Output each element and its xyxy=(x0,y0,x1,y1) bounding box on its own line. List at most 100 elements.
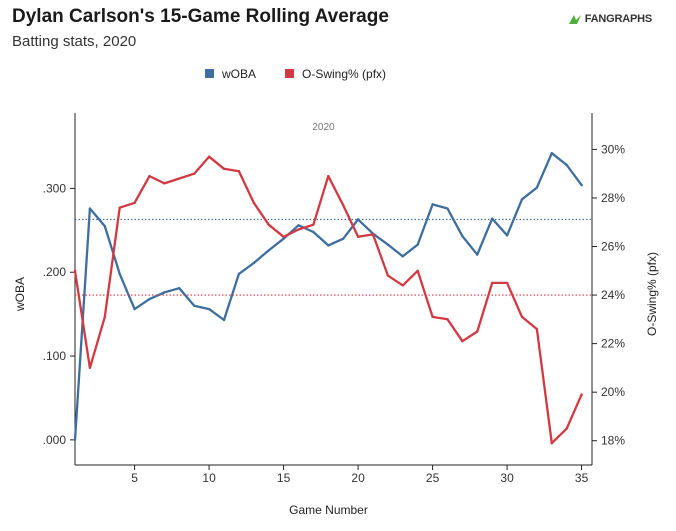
data-point-oswing xyxy=(297,228,300,231)
data-point-woba xyxy=(312,230,315,234)
data-point-woba xyxy=(341,237,345,240)
data-point-oswing xyxy=(565,427,568,430)
legend-label-woba: wOBA xyxy=(221,67,256,81)
inner-year-label: 2020 xyxy=(312,122,335,133)
data-point-oswing xyxy=(163,182,166,185)
data-point-oswing xyxy=(446,318,449,321)
data-point-oswing xyxy=(118,206,121,209)
data-point-oswing xyxy=(386,274,390,277)
fangraphs-wordmark: FANGRAPHS xyxy=(584,13,652,25)
data-point-woba xyxy=(565,163,568,167)
data-point-oswing xyxy=(580,393,583,396)
data-point-oswing xyxy=(267,223,270,226)
data-point-woba xyxy=(252,261,255,265)
data-point-oswing xyxy=(148,174,151,178)
y-right-tick-label: 22% xyxy=(601,337,625,351)
y-left-tick-label: .200 xyxy=(43,265,67,279)
x-tick-label: 35 xyxy=(575,471,589,485)
data-point-oswing xyxy=(252,201,255,205)
data-point-oswing xyxy=(73,269,77,272)
x-tick-label: 5 xyxy=(131,471,138,485)
data-point-oswing xyxy=(88,366,92,370)
y-right-tick-label: 24% xyxy=(601,288,625,302)
data-point-oswing xyxy=(312,223,315,226)
data-point-woba xyxy=(178,286,181,290)
data-point-woba xyxy=(282,237,285,240)
data-point-oswing xyxy=(505,281,509,285)
data-point-oswing xyxy=(327,174,330,178)
y-right-tick-label: 18% xyxy=(601,434,625,448)
legend-swatch-woba xyxy=(205,69,214,78)
data-point-woba xyxy=(163,291,166,294)
data-point-oswing xyxy=(416,269,419,272)
y-right-tick-label: 30% xyxy=(601,142,625,156)
fangraphs-logo: FANGRAPHS xyxy=(568,13,652,25)
y-left-axis-title: wOBA xyxy=(13,277,27,312)
data-point-oswing xyxy=(520,315,524,319)
data-point-oswing xyxy=(550,441,553,445)
data-point-oswing xyxy=(490,281,494,285)
data-point-woba xyxy=(118,272,121,276)
data-point-woba xyxy=(297,224,300,227)
x-tick-label: 20 xyxy=(351,471,365,485)
series-line-woba xyxy=(73,152,583,442)
legend-swatch-oswing xyxy=(285,69,294,78)
data-point-oswing xyxy=(431,315,434,319)
data-point-woba xyxy=(476,253,479,256)
data-point-woba xyxy=(550,152,553,155)
data-point-woba xyxy=(580,183,583,187)
data-point-woba xyxy=(490,217,494,220)
data-point-woba xyxy=(505,234,509,237)
data-point-oswing xyxy=(222,167,226,171)
data-point-oswing xyxy=(356,235,360,239)
data-point-oswing xyxy=(476,330,479,333)
data-point-oswing xyxy=(237,170,241,173)
data-point-oswing xyxy=(103,315,106,319)
series-line-oswing xyxy=(73,155,583,445)
data-point-woba xyxy=(327,244,330,247)
y-right-axis-title: O-Swing% (pfx) xyxy=(645,252,659,336)
data-point-woba xyxy=(520,198,524,201)
data-point-woba xyxy=(416,243,419,246)
data-point-woba xyxy=(73,438,77,442)
data-point-oswing xyxy=(371,233,375,236)
y-left-tick-label: .100 xyxy=(43,349,67,363)
data-point-woba xyxy=(446,207,449,210)
data-point-oswing xyxy=(535,327,539,331)
data-point-woba xyxy=(356,218,360,221)
data-point-woba xyxy=(133,307,136,311)
y-right-tick-label: 28% xyxy=(601,191,625,205)
data-point-woba xyxy=(535,186,539,189)
data-point-woba xyxy=(222,318,226,322)
data-point-woba xyxy=(431,203,434,206)
x-tick-label: 15 xyxy=(277,471,291,485)
data-point-oswing xyxy=(461,339,464,343)
x-tick-label: 10 xyxy=(202,471,216,485)
x-tick-label: 25 xyxy=(426,471,440,485)
data-point-woba xyxy=(192,304,196,307)
data-point-oswing xyxy=(133,201,136,205)
fangraphs-leaf-icon xyxy=(568,14,582,25)
data-point-woba xyxy=(103,224,106,228)
data-point-oswing xyxy=(282,235,285,239)
data-point-woba xyxy=(386,243,390,246)
data-point-woba xyxy=(267,249,270,252)
data-point-oswing xyxy=(207,155,211,158)
chart-subtitle: Batting stats, 2020 xyxy=(12,33,137,50)
chart-title: Dylan Carlson's 15-Game Rolling Average xyxy=(12,6,389,27)
y-left-tick-label: .300 xyxy=(43,181,67,195)
data-point-woba xyxy=(148,297,151,301)
x-axis-title: Game Number xyxy=(289,503,368,517)
y-right-tick-label: 20% xyxy=(601,385,625,399)
x-tick-label: 30 xyxy=(500,471,514,485)
y-left-tick-label: .000 xyxy=(43,433,67,447)
data-point-woba xyxy=(401,255,404,258)
data-point-oswing xyxy=(341,204,345,207)
data-point-woba xyxy=(207,307,211,311)
data-point-woba xyxy=(461,235,464,238)
data-point-woba xyxy=(237,272,241,276)
y-right-tick-label: 26% xyxy=(601,240,625,254)
data-point-oswing xyxy=(192,172,196,175)
legend-label-oswing: O-Swing% (pfx) xyxy=(302,67,386,81)
